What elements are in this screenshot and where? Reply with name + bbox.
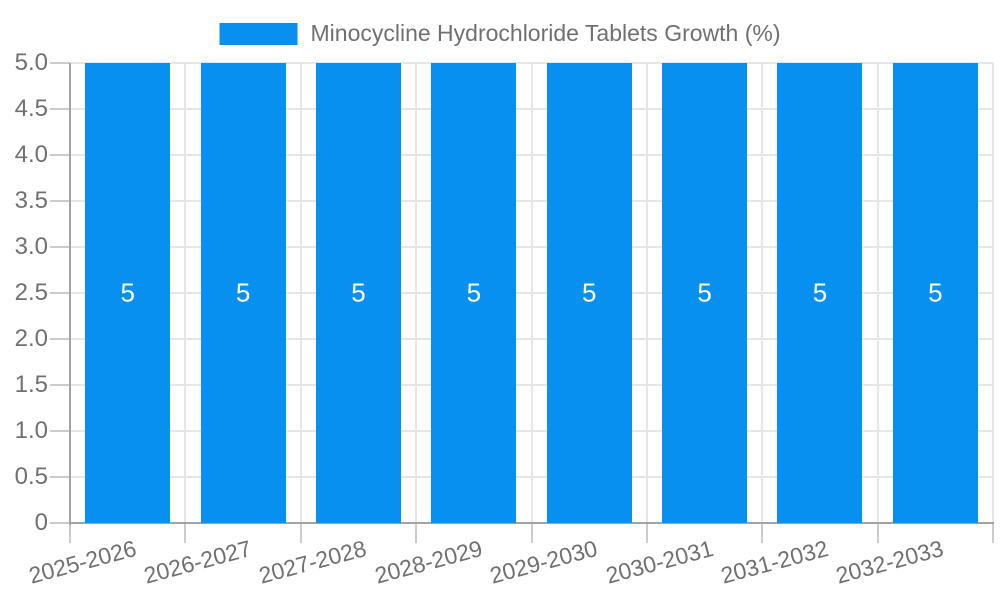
y-axis-tick-label: 3.0 (14, 233, 48, 260)
x-axis-tick-label: 2029-2030 (487, 534, 601, 589)
y-axis-tick-label: 0.5 (14, 463, 48, 490)
bar-value-label: 5 (928, 277, 943, 308)
bar-value-label: 5 (812, 277, 828, 308)
y-axis-tick (50, 292, 70, 294)
y-axis-tick (50, 338, 70, 340)
x-axis-tick-label: 2031-2032 (717, 534, 831, 589)
x-axis-tick (992, 523, 994, 543)
x-axis-tick (184, 523, 187, 543)
bar-value-label: 5 (581, 277, 597, 308)
y-axis-tick (50, 246, 70, 248)
y-axis-tick-label: 1.5 (14, 371, 48, 398)
y-axis-tick-label: 3.5 (14, 187, 48, 214)
y-axis-tick-label: 4.0 (14, 141, 48, 168)
bar: 5 (546, 63, 632, 523)
bar: 5 (85, 63, 171, 523)
bar: 5 (200, 63, 286, 523)
y-axis-tick-label: 5.0 (14, 49, 48, 76)
y-axis-tick-label: 4.5 (14, 95, 48, 122)
x-axis-tick (69, 523, 71, 543)
y-axis-tick-label: 1.0 (14, 417, 48, 444)
y-axis-tick (50, 200, 70, 202)
bar-value-label: 5 (120, 277, 135, 308)
v-gridline (992, 63, 994, 523)
x-axis-tick-label: 2028-2029 (371, 534, 485, 589)
y-axis-tick (50, 154, 70, 156)
bar-value-label: 5 (235, 277, 251, 308)
v-gridline (415, 63, 418, 523)
legend-swatch (219, 22, 298, 45)
x-axis-tick (530, 523, 533, 543)
x-axis-tick-label: 2032-2033 (833, 534, 947, 589)
x-axis-tick (645, 523, 648, 543)
bar: 5 (777, 63, 863, 523)
x-axis-tick (876, 523, 879, 543)
x-axis-tick (299, 523, 302, 543)
bar-value-label: 5 (466, 277, 482, 308)
y-axis-line (69, 63, 71, 525)
bar-value-label: 5 (351, 277, 366, 308)
v-gridline (299, 63, 302, 523)
bar: 5 (892, 63, 978, 523)
y-axis-tick (50, 62, 70, 64)
v-gridline (761, 63, 764, 523)
y-axis-tick (50, 108, 70, 110)
x-axis-tick-label: 2030-2031 (602, 534, 716, 589)
v-gridline (645, 63, 648, 523)
x-axis-tick-label: 2027-2028 (256, 534, 370, 589)
chart-legend: Minocycline Hydrochloride Tablets Growth… (219, 20, 781, 47)
y-axis-tick (50, 384, 70, 386)
legend-label: Minocycline Hydrochloride Tablets Growth… (310, 20, 781, 46)
y-axis-tick-label: 2.5 (14, 279, 48, 306)
bar: 5 (315, 63, 401, 523)
y-axis-tick (50, 476, 70, 478)
y-axis-tick-label: 0 (34, 509, 48, 536)
bar-value-label: 5 (697, 277, 712, 308)
v-gridline (530, 63, 533, 523)
x-axis-tick (761, 523, 764, 543)
x-axis-tick-label: 2025-2026 (25, 534, 139, 589)
x-axis-line (69, 522, 994, 524)
x-axis-tick (415, 523, 418, 543)
x-axis-tick-label: 2026-2027 (141, 534, 255, 589)
bar: 5 (431, 63, 517, 523)
v-gridline (184, 63, 187, 523)
bar: 5 (662, 63, 748, 523)
y-axis-tick-label: 2.0 (14, 325, 48, 352)
y-axis-tick (50, 430, 70, 432)
y-axis-tick (50, 522, 70, 524)
v-gridline (876, 63, 879, 523)
